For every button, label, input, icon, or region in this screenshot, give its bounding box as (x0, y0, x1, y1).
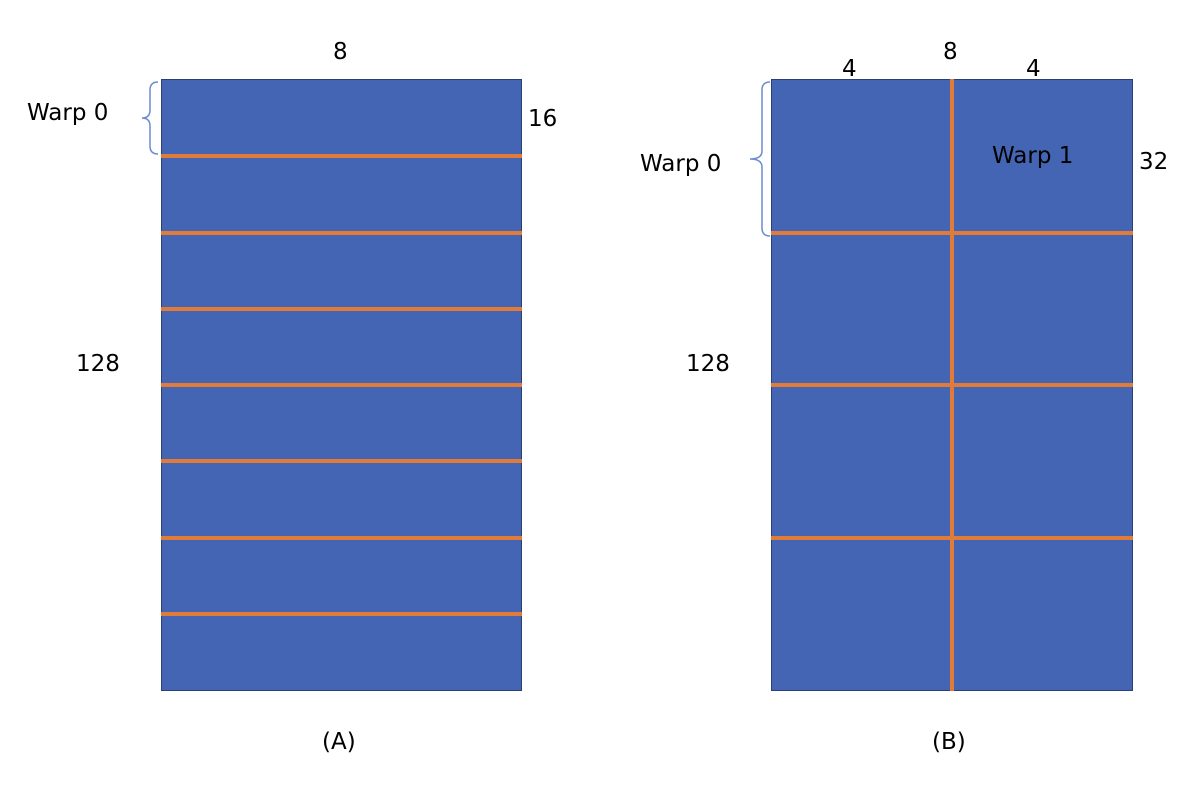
panel-a-row-divider (161, 612, 522, 616)
panel-b-warp0-brace (749, 81, 771, 237)
panel-a-caption: (A) (322, 729, 356, 755)
panel-a-row-divider (161, 307, 522, 311)
panel-a-row-divider (161, 536, 522, 540)
panel-a-row-divider (161, 459, 522, 463)
panel-a-warp0-label: Warp 0 (27, 100, 109, 126)
panel-a-row-divider (161, 231, 522, 235)
panel-b-caption: (B) (932, 729, 966, 755)
panel-b-height-label: 128 (686, 351, 730, 377)
panel-a-warp0-brace (141, 81, 159, 155)
panel-a-width-label: 8 (333, 39, 348, 65)
panel-b-width-label: 8 (943, 39, 958, 65)
panel-a-row-height-label: 16 (528, 106, 558, 132)
panel-b-column-divider (950, 79, 954, 691)
panel-a-row-divider (161, 383, 522, 387)
panel-b-left-width-label: 4 (842, 56, 857, 82)
panel-b-row-height-label: 32 (1139, 149, 1169, 175)
panel-a-height-label: 128 (76, 351, 120, 377)
panel-b-right-width-label: 4 (1026, 56, 1041, 82)
panel-b-warp1-label: Warp 1 (992, 143, 1074, 169)
panel-a-row-divider (161, 154, 522, 158)
panel-b-warp0-label: Warp 0 (640, 151, 722, 177)
panel-b-tile: Warp 1 (771, 79, 1133, 691)
panel-a-tile (161, 79, 522, 691)
